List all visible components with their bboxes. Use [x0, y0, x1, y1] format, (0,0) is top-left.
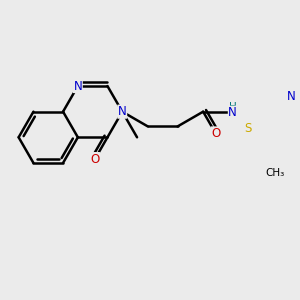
Text: CH₃: CH₃	[265, 168, 284, 178]
Text: N: N	[74, 80, 82, 92]
Text: H: H	[229, 102, 237, 112]
Text: N: N	[287, 90, 296, 104]
Text: O: O	[90, 153, 100, 166]
Text: N: N	[118, 105, 127, 118]
Text: S: S	[244, 122, 252, 135]
Text: O: O	[211, 127, 220, 140]
Text: N: N	[228, 106, 237, 119]
